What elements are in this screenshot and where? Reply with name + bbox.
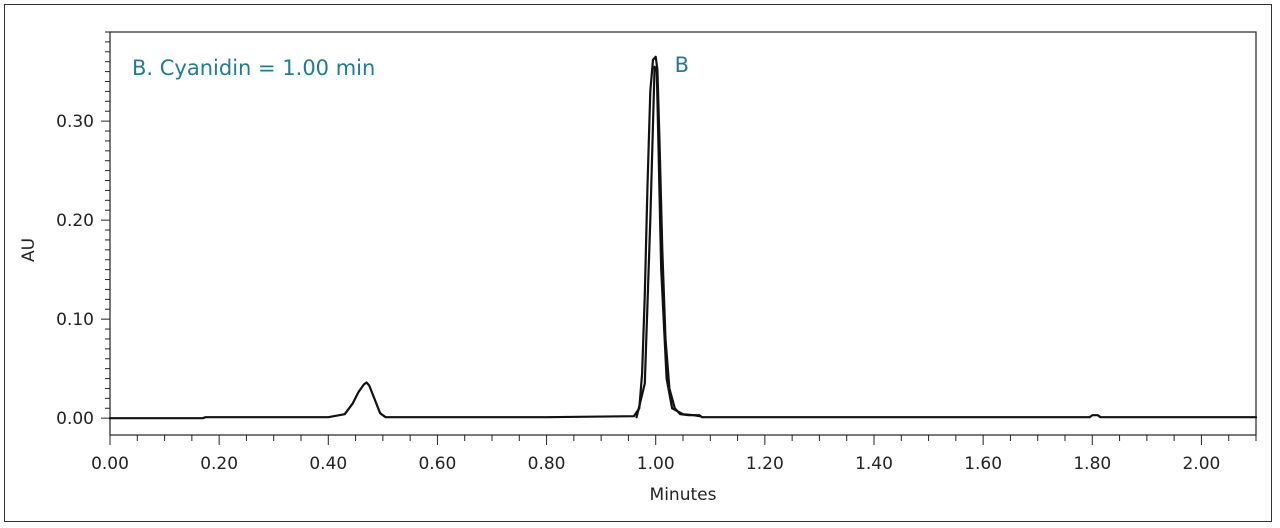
x-tick-label: 0.40 [309, 454, 347, 474]
chart-frame [4, 4, 1272, 522]
x-tick-label: 0.00 [91, 454, 129, 474]
peak-label-b: B [675, 53, 689, 77]
y-tick-label: 0.30 [56, 112, 94, 132]
x-tick-label: 1.80 [1073, 454, 1111, 474]
x-tick-label: 2.00 [1182, 454, 1220, 474]
x-axis-ticks: 0.00 0.20 0.40 0.60 0.80 1.00 1.20 1.40 1.60 1.80… [91, 435, 1257, 474]
trace-line-2 [635, 65, 701, 419]
x-tick-label: 1.20 [746, 454, 784, 474]
y-axis-label: AU [19, 238, 39, 262]
plot-area [109, 31, 1257, 436]
x-tick-label: 1.60 [964, 454, 1002, 474]
y-tick-label: 0.20 [56, 211, 94, 231]
trace-line-1 [108, 55, 1258, 420]
y-tick-label: 0.10 [56, 310, 94, 330]
x-tick-label: 1.40 [855, 454, 893, 474]
x-tick-label: 0.20 [200, 454, 238, 474]
traces [108, 55, 1258, 420]
x-tick-label: 0.60 [418, 454, 456, 474]
x-tick-label: 1.00 [637, 454, 675, 474]
x-axis-label: Minutes [650, 485, 717, 505]
y-axis-ticks: 0.00 0.10 0.20 0.30 [56, 31, 110, 429]
compound-annotation: B. Cyanidin = 1.00 min [132, 56, 375, 80]
y-tick-label: 0.00 [56, 409, 94, 429]
x-tick-label: 0.80 [528, 454, 566, 474]
